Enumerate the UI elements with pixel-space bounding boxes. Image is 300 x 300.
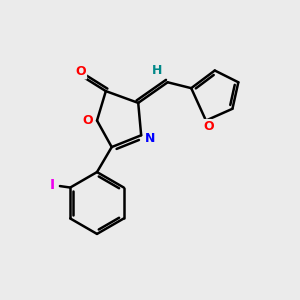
Text: N: N <box>145 132 155 145</box>
Text: O: O <box>83 114 94 127</box>
Text: O: O <box>204 120 214 133</box>
Text: H: H <box>152 64 163 77</box>
Text: I: I <box>50 178 55 192</box>
Text: O: O <box>76 65 86 79</box>
